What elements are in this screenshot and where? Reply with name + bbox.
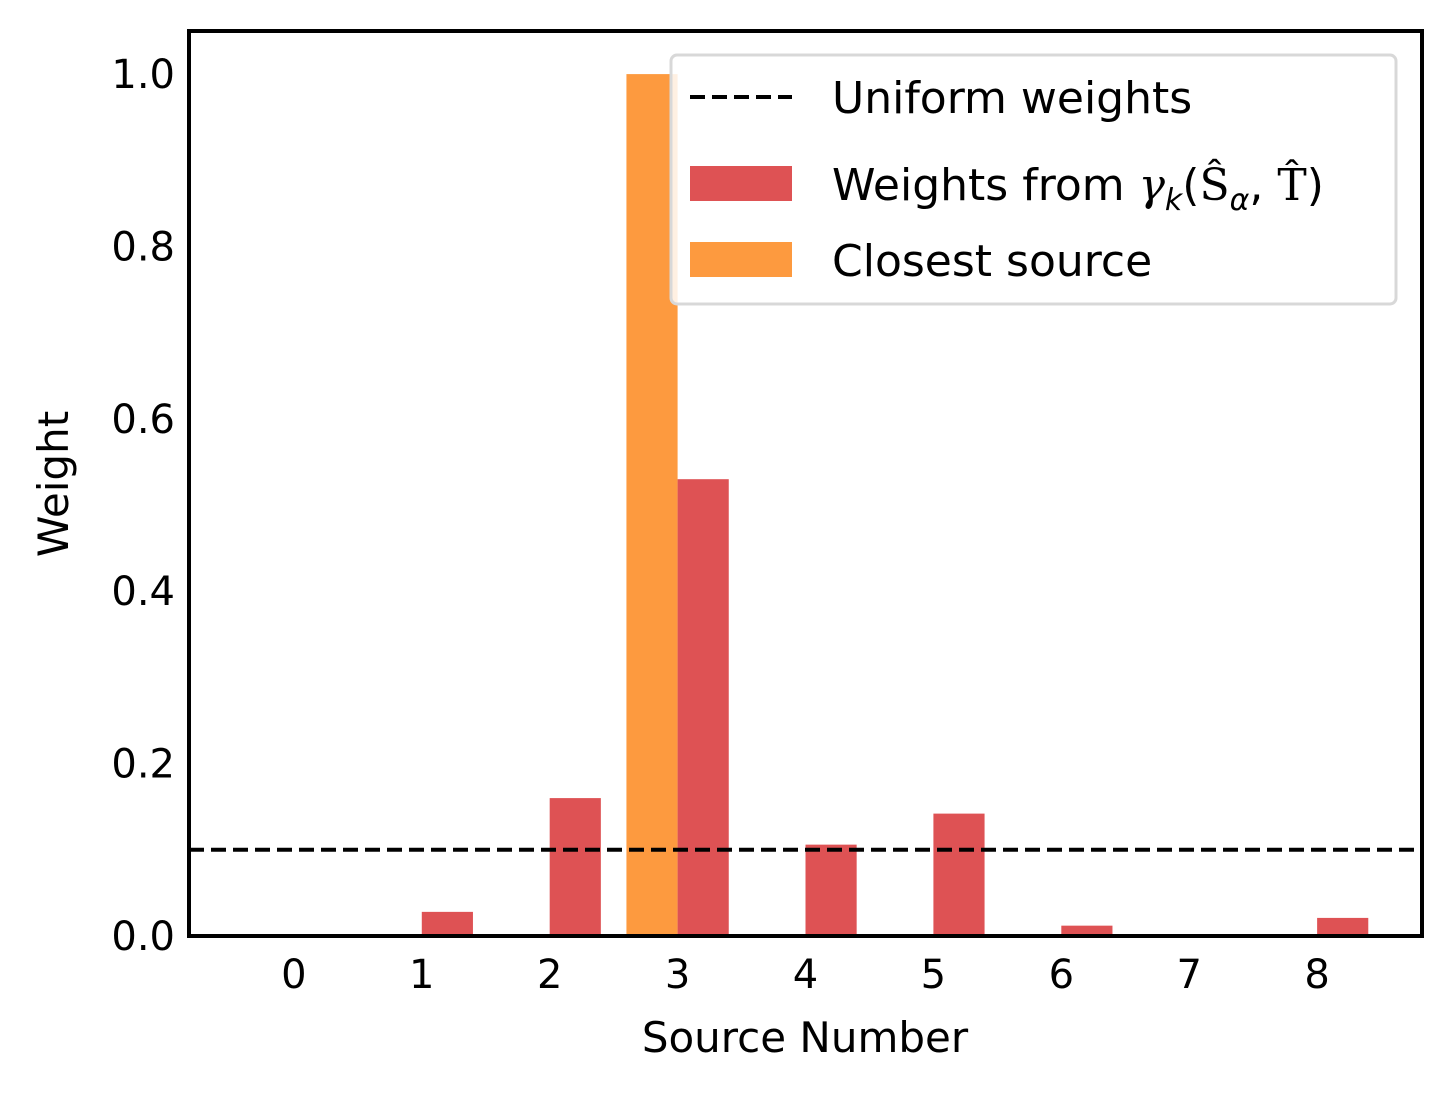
y-tick-label: 1.0 <box>111 52 175 98</box>
y-tick-label: 0.4 <box>111 569 175 615</box>
legend-box <box>669 53 1398 306</box>
bar-series1-3 <box>677 479 729 936</box>
legend-uniform-label: Uniform weights <box>832 73 1192 124</box>
legend-close-paren: ) <box>1307 160 1324 211</box>
y-axis-ticks: 0.0 0.2 0.4 0.6 0.8 1.0 <box>111 52 175 960</box>
bar-series1-8 <box>1317 917 1369 936</box>
x-tick-label: 0 <box>281 952 306 998</box>
legend-k: k <box>1165 183 1184 218</box>
legend-weights-swatch <box>690 166 792 201</box>
x-tick-label: 7 <box>1176 952 1201 998</box>
x-tick-label: 2 <box>537 952 562 998</box>
x-tick-label: 8 <box>1304 952 1329 998</box>
bar-series1-5 <box>933 813 985 936</box>
bar-series1-4 <box>805 844 857 936</box>
x-tick-label: 3 <box>665 952 690 998</box>
y-axis-label: Weight <box>29 411 78 557</box>
bars-group <box>421 74 1369 937</box>
x-axis-ticks: 0 1 2 3 4 5 6 7 8 <box>281 952 1330 998</box>
y-tick-label: 0.6 <box>111 397 175 443</box>
x-tick-label: 5 <box>921 952 946 998</box>
legend-weights-prefix: Weights from <box>832 160 1139 211</box>
legend-S: Ŝ <box>1199 158 1229 211</box>
bar-series0-3 <box>626 74 678 937</box>
bar-series1-1 <box>421 911 473 936</box>
legend-closest-swatch <box>690 242 792 277</box>
x-axis-label: Source Number <box>642 1013 969 1062</box>
legend-alpha: α <box>1230 183 1250 218</box>
legend-closest-label: Closest source <box>832 236 1152 287</box>
plot-frame <box>187 29 1424 938</box>
legend-weights-label: Weights from γk(Ŝα, T̂) <box>832 158 1324 218</box>
bar-series1-6 <box>1061 925 1113 936</box>
x-tick-label: 4 <box>793 952 818 998</box>
x-tick-label: 6 <box>1049 952 1074 998</box>
y-tick-label: 0.2 <box>111 742 175 788</box>
legend-T: T̂ <box>1277 158 1306 211</box>
y-tick-label: 0.0 <box>111 914 175 960</box>
legend-comma: , <box>1249 160 1277 211</box>
legend-gamma: γ <box>1139 160 1166 211</box>
y-tick-label: 0.8 <box>111 224 175 270</box>
bar-series1-2 <box>549 798 601 936</box>
x-tick-label: 1 <box>409 952 434 998</box>
legend: Uniform weights Weights from γk(Ŝα, T̂) … <box>669 53 1398 306</box>
legend-open-paren: ( <box>1182 160 1199 211</box>
